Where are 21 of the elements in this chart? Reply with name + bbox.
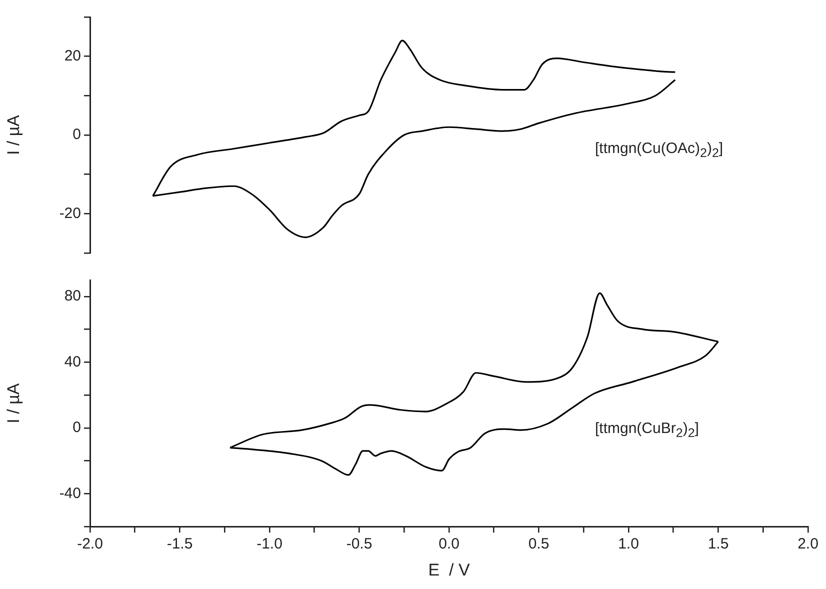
y-axis-title: I / µA [4, 382, 23, 424]
y-tick-label: 0 [72, 126, 81, 144]
annotation: [ttmgn(Cu(OAc)$_{2}$)$_{2}$] [595, 140, 724, 160]
y-tick-label: -40 [59, 484, 81, 502]
x-tick-label: 0.5 [528, 536, 550, 553]
x-tick-label: -1.0 [256, 536, 282, 553]
x-tick-label: 1.5 [708, 536, 729, 553]
x-axis-title: E / V [428, 560, 470, 580]
x-tick-label: -0.5 [346, 536, 372, 553]
x-tick-label: 0.0 [438, 536, 460, 553]
y-tick-label: 40 [64, 353, 81, 370]
y-tick-label: -20 [59, 204, 81, 222]
y-tick-label: 0 [72, 419, 81, 436]
annotation: [ttmgn(CuBr$_{2}$)$_{2}$] [595, 420, 699, 440]
y-tick-label: 20 [64, 47, 81, 64]
x-tick-label: -1.5 [166, 536, 193, 553]
x-tick-label: -2.0 [77, 536, 103, 553]
x-tick-label: 2.0 [798, 536, 818, 553]
y-tick-label: 80 [64, 288, 81, 305]
y-axis-title: I / µA [4, 114, 23, 156]
x-tick-label: 1.0 [618, 536, 639, 553]
